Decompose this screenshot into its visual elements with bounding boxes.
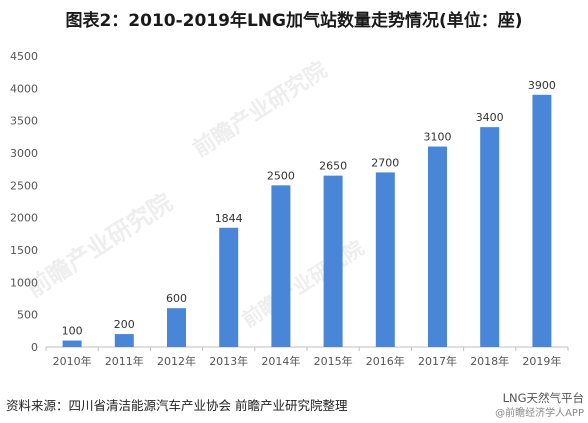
x-tick-label: 2012年 [157, 354, 196, 368]
data-label: 600 [166, 292, 187, 305]
brand-line-1: LNG天然气平台 [502, 391, 584, 405]
data-label: 2500 [267, 169, 295, 182]
x-tick-label: 2015年 [314, 354, 353, 368]
y-tick-label: 1000 [10, 276, 38, 289]
bar [219, 227, 239, 347]
x-tick-label: 2010年 [53, 354, 92, 368]
x-tick-label: 2018年 [470, 354, 509, 368]
x-tick-label: 2017年 [418, 354, 457, 368]
y-tick-label: 4000 [10, 82, 38, 95]
data-label: 2700 [371, 156, 399, 169]
bar [271, 185, 291, 347]
y-tick-label: 500 [17, 309, 38, 322]
y-tick-label: 3000 [10, 147, 38, 160]
y-tick-label: 4500 [10, 50, 38, 63]
y-tick-label: 1500 [10, 244, 38, 257]
bar [323, 175, 343, 347]
bar [480, 127, 500, 347]
x-tick-label: 2013年 [209, 354, 248, 368]
y-tick-label: 0 [31, 341, 38, 354]
x-tick-label: 2019年 [522, 354, 561, 368]
brand-credit: LNG天然气平台 @前瞻经济学人APP [495, 390, 584, 419]
data-label: 3400 [476, 111, 504, 124]
y-tick-label: 2000 [10, 212, 38, 225]
chart-title: 图表2：2010-2019年LNG加气站数量走势情况(单位：座) [65, 11, 523, 31]
data-label: 3100 [424, 131, 452, 144]
bar [62, 340, 82, 347]
data-label: 2650 [319, 160, 347, 173]
bar [167, 308, 186, 347]
x-tick-label: 2014年 [261, 354, 300, 368]
y-tick-label: 3500 [10, 115, 38, 128]
x-tick-label: 2016年 [366, 354, 405, 368]
bar [114, 334, 134, 347]
bar [532, 94, 552, 347]
data-label: 3900 [528, 79, 556, 92]
y-tick-label: 2500 [10, 179, 38, 192]
data-label: 100 [62, 325, 83, 338]
source-note: 资料来源：四川省清洁能源汽车产业协会 前瞻产业研究院整理 [6, 398, 348, 413]
bar [428, 146, 447, 347]
x-tick-label: 2011年 [105, 354, 144, 368]
bar [375, 172, 395, 347]
data-label: 1844 [215, 212, 243, 225]
data-label: 200 [114, 318, 135, 331]
brand-line-2: @前瞻经济学人APP [495, 408, 584, 419]
